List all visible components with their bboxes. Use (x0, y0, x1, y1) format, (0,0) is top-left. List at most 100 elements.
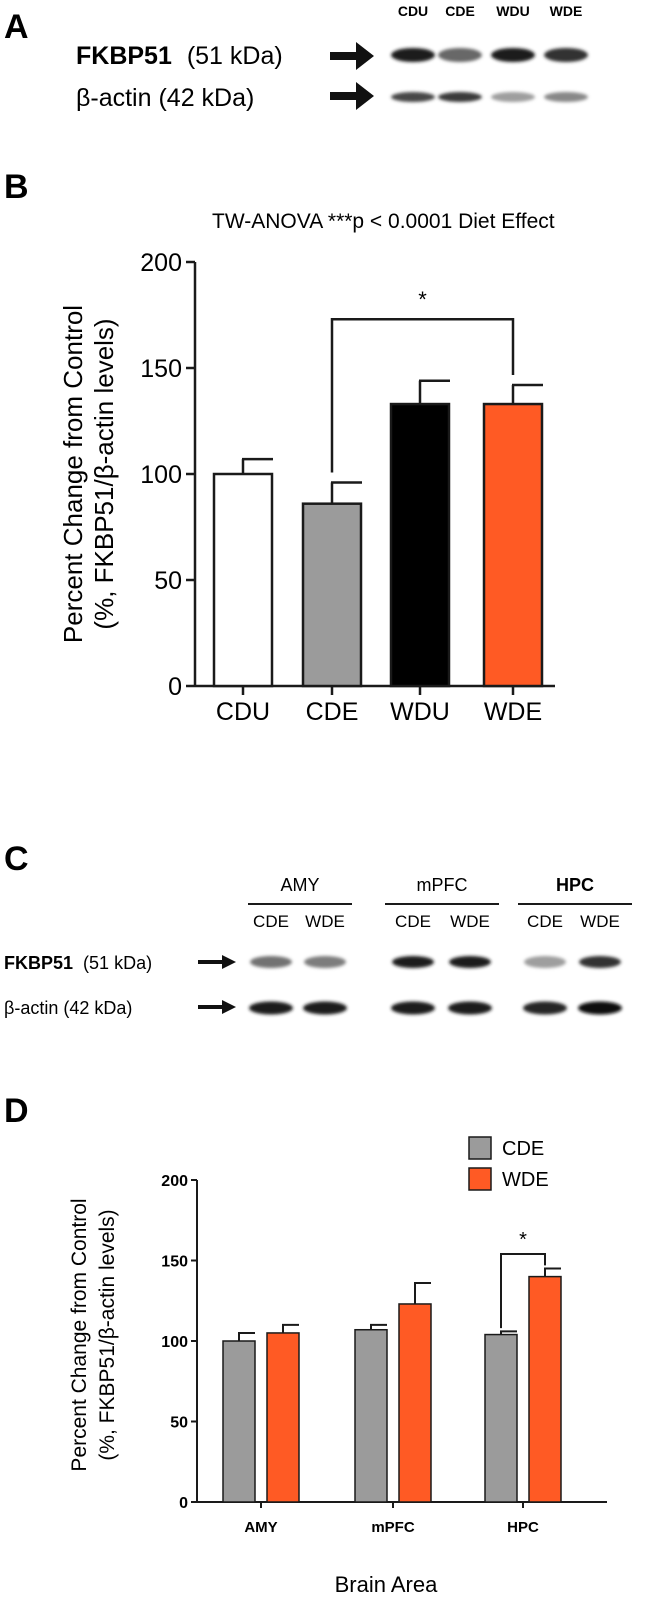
panel-c-fkbp-protein: FKBP51 (4, 953, 73, 973)
panel-a-actin-arrow (330, 82, 374, 110)
panel-a-fkbp-size: (51 kDa) (187, 42, 283, 70)
panel-c-band-actin (578, 1001, 622, 1015)
panel-c-actin-label: β-actin (42 kDa) (4, 998, 132, 1018)
panel-b-chart: 0 50 100 150 200 CDU CDE WDU WDE * Percent Change … (58, 249, 555, 726)
panel-d-y-tick-label: 0 (179, 1495, 188, 1512)
panel-b-significance-bracket (330, 317, 515, 473)
panel-c-band-fkbp51 (524, 956, 566, 968)
panel-c-band-fkbp51 (449, 956, 491, 968)
panel-c-letter: C (4, 840, 29, 878)
panel-d-legend-swatch (468, 1167, 492, 1191)
panel-c-band-fkbp51 (304, 956, 346, 968)
panel-c-group-label: AMY (280, 875, 319, 895)
panel-a-actin-label: β-actin (42 kDa) (76, 84, 254, 112)
panel-c-band-actin (448, 1001, 492, 1015)
panel-b-y-axis-label: Percent Change from Control(%, FKBP51/β-… (58, 305, 119, 643)
panel-d-bar (528, 1275, 562, 1503)
panel-d-y-tick-label: 50 (170, 1415, 188, 1432)
panel-a-band-fkbp51 (391, 48, 435, 62)
panel-d-bar (484, 1333, 518, 1503)
panel-a-lane-label: WDU (496, 3, 529, 19)
panel-c-actin-arrow (198, 1000, 236, 1014)
panel-b-bar (482, 402, 544, 688)
panel-a-band-actin (491, 92, 535, 102)
panel-b-letter: B (4, 168, 29, 206)
panel-a-lane-label: WDE (550, 3, 583, 19)
panel-b-x-tick-label: WDE (484, 698, 542, 726)
panel-b-y-tick-label: 0 (168, 673, 182, 701)
panel-d-legend-label: WDE (502, 1169, 549, 1191)
panel-d-legend-swatch (468, 1136, 492, 1160)
panel-a-band-fkbp51 (544, 48, 588, 62)
panel-d-bar (354, 1328, 388, 1503)
panel-c-lane-label: WDE (305, 912, 345, 931)
panel-d-significance-bracket (500, 1253, 546, 1329)
panel-d-significance-star: * (519, 1229, 527, 1251)
panel-a-lane-labels: CDU CDE WDU WDE (398, 3, 583, 19)
panel-c-group-label: mPFC (417, 875, 468, 895)
panel-c-band-actin (391, 1001, 435, 1015)
panel-c-fkbp-size: (51 kDa) (83, 953, 152, 973)
panel-b-x-tick-label: WDU (390, 698, 450, 726)
panel-c-lane-label: CDE (253, 912, 289, 931)
panel-d-bar (398, 1303, 432, 1503)
panel-b-stat-note: TW-ANOVA ***p < 0.0001 Diet Effect (212, 210, 555, 233)
panel-a-band-actin (544, 92, 588, 102)
panel-a-band-fkbp51 (491, 48, 535, 62)
panel-b-x-tick-label: CDE (306, 698, 359, 726)
panel-b-y-tick-label: 200 (140, 249, 182, 277)
panel-a-letter: A (4, 8, 29, 46)
panel-d-y-tick-label: 200 (161, 1173, 188, 1190)
panel-b-y-axis-label-line: (%, FKBP51/β-actin levels) (89, 318, 119, 629)
panel-d-x-tick-label: HPC (507, 1519, 539, 1536)
panel-c-band-fkbp51 (250, 956, 292, 968)
panel-d-y-axis-label-line: (%, FKBP51/β-actin levels) (96, 1209, 119, 1460)
panel-a-blot (391, 48, 588, 102)
panel-d-x-tick-label: mPFC (371, 1519, 415, 1536)
panel-b-bar (301, 502, 363, 688)
panel-b-y-axis-label-line: Percent Change from Control (58, 305, 88, 643)
panel-b-bar (389, 402, 451, 688)
panel-c-lane-label: WDE (580, 912, 620, 931)
panel-c-band-fkbp51 (579, 956, 621, 968)
panel-c-blot: AMY CDE WDE mPFC CDE WDE HPC CDE WDE (248, 875, 632, 1015)
panel-b-y-tick-label: 50 (154, 567, 182, 595)
panel-c-band-actin (303, 1001, 347, 1015)
panel-b-y-tick-label: 150 (140, 355, 182, 383)
panel-c-band-actin (523, 1001, 567, 1015)
panel-c-lane-label: WDE (450, 912, 490, 931)
panel-d-legend-label: CDE (502, 1138, 544, 1160)
panel-a-fkbp-protein: FKBP51 (76, 42, 172, 70)
panel-b-y-tick-label: 100 (140, 461, 182, 489)
panel-d-y-tick-label: 150 (161, 1254, 188, 1271)
panel-c-group-label: HPC (556, 875, 594, 895)
panel-c-band-actin (249, 1001, 293, 1015)
panel-d-x-axis-label: Brain Area (335, 1572, 438, 1597)
panel-a-lane-label: CDU (398, 3, 428, 19)
panel-a-band-actin (438, 92, 482, 102)
panel-b-significance-star: * (418, 287, 427, 312)
panel-b-bar (212, 472, 274, 688)
panel-c: C FKBP51 (51 kDa) β-actin (42 kDa) AMY CD… (4, 840, 632, 1018)
panel-a: A CDU CDE WDU WDE FKBP51 (51 kDa) β-actin (… (4, 3, 588, 112)
panel-c-fkbp-label: FKBP51 (51 kDa) (4, 953, 152, 973)
panel-d-y-axis-label: Percent Change from Control (%, FKBP51/β-… (68, 1198, 119, 1471)
panel-a-fkbp-arrow (330, 42, 374, 70)
panel-d-bar (266, 1332, 300, 1503)
panel-d-y-axis-label-line: Percent Change from Control (68, 1198, 91, 1471)
panel-d-letter: D (4, 1092, 29, 1130)
panel-a-fkbp-label: FKBP51 (51 kDa) (76, 42, 283, 70)
panel-b-x-tick-label: CDU (216, 698, 270, 726)
panel-b: B TW-ANOVA ***p < 0.0001 Diet Effect 0 50… (4, 168, 555, 726)
panel-c-fkbp-arrow (198, 955, 236, 969)
panel-c-lane-label: CDE (527, 912, 563, 931)
panel-d-x-tick-label: AMY (244, 1519, 277, 1536)
panel-a-band-fkbp51 (438, 48, 482, 62)
panel-d-bar (222, 1340, 256, 1503)
panel-a-band-actin (391, 92, 435, 102)
panel-c-lane-label: CDE (395, 912, 431, 931)
panel-d-chart: 0 50 100 150 200 AMY mPFC HPC * CDE WDE Brain Area P… (68, 1136, 607, 1597)
panel-a-lane-label: CDE (445, 3, 475, 19)
panel-d: D 0 50 100 150 200 AMY mPFC HPC * CDE WDE Brain Are… (4, 1092, 607, 1597)
